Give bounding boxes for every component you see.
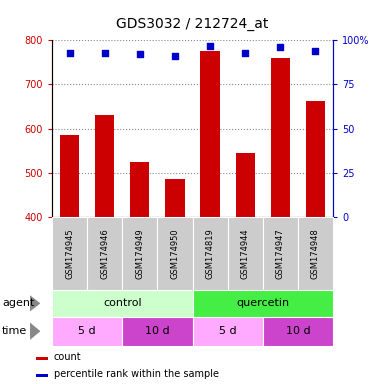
Text: control: control — [103, 298, 142, 308]
Text: GSM174949: GSM174949 — [135, 228, 144, 279]
Bar — [130, 162, 149, 217]
Text: GSM174950: GSM174950 — [171, 228, 179, 279]
Bar — [36, 374, 48, 377]
Bar — [263, 317, 333, 346]
Text: time: time — [2, 326, 27, 336]
FancyBboxPatch shape — [87, 217, 122, 290]
Bar — [192, 290, 333, 317]
Text: 5 d: 5 d — [219, 326, 236, 336]
Bar — [95, 115, 114, 217]
Bar — [236, 153, 255, 217]
FancyBboxPatch shape — [122, 217, 157, 290]
Bar — [52, 317, 122, 346]
FancyBboxPatch shape — [157, 217, 192, 290]
FancyBboxPatch shape — [192, 217, 228, 290]
Text: count: count — [54, 352, 81, 362]
Bar — [271, 58, 290, 217]
Point — [102, 50, 108, 56]
Point — [312, 48, 318, 54]
Text: 10 d: 10 d — [145, 326, 170, 336]
Text: GSM174948: GSM174948 — [311, 228, 320, 279]
Text: GSM174944: GSM174944 — [241, 228, 250, 279]
Point — [67, 50, 73, 56]
Text: percentile rank within the sample: percentile rank within the sample — [54, 369, 219, 379]
FancyBboxPatch shape — [52, 217, 87, 290]
Point — [137, 51, 143, 58]
FancyBboxPatch shape — [263, 217, 298, 290]
Text: GSM174945: GSM174945 — [65, 228, 74, 279]
FancyBboxPatch shape — [298, 217, 333, 290]
Text: quercetin: quercetin — [236, 298, 289, 308]
Bar — [60, 135, 79, 217]
Bar — [306, 101, 325, 217]
Polygon shape — [30, 323, 40, 340]
Point — [277, 44, 283, 50]
Text: GSM174947: GSM174947 — [276, 228, 285, 279]
Bar — [165, 179, 184, 217]
Bar — [192, 317, 263, 346]
Bar — [122, 317, 192, 346]
Text: 10 d: 10 d — [286, 326, 310, 336]
Text: GSM174946: GSM174946 — [100, 228, 109, 279]
Polygon shape — [30, 295, 40, 311]
Text: GDS3032 / 212724_at: GDS3032 / 212724_at — [116, 17, 269, 31]
Bar — [36, 356, 48, 360]
Text: 5 d: 5 d — [78, 326, 96, 336]
Point — [242, 50, 248, 56]
Text: GSM174819: GSM174819 — [206, 228, 214, 279]
Bar — [201, 51, 220, 217]
Point — [172, 53, 178, 59]
FancyBboxPatch shape — [228, 217, 263, 290]
Bar — [52, 290, 192, 317]
Point — [207, 43, 213, 49]
Text: agent: agent — [2, 298, 34, 308]
